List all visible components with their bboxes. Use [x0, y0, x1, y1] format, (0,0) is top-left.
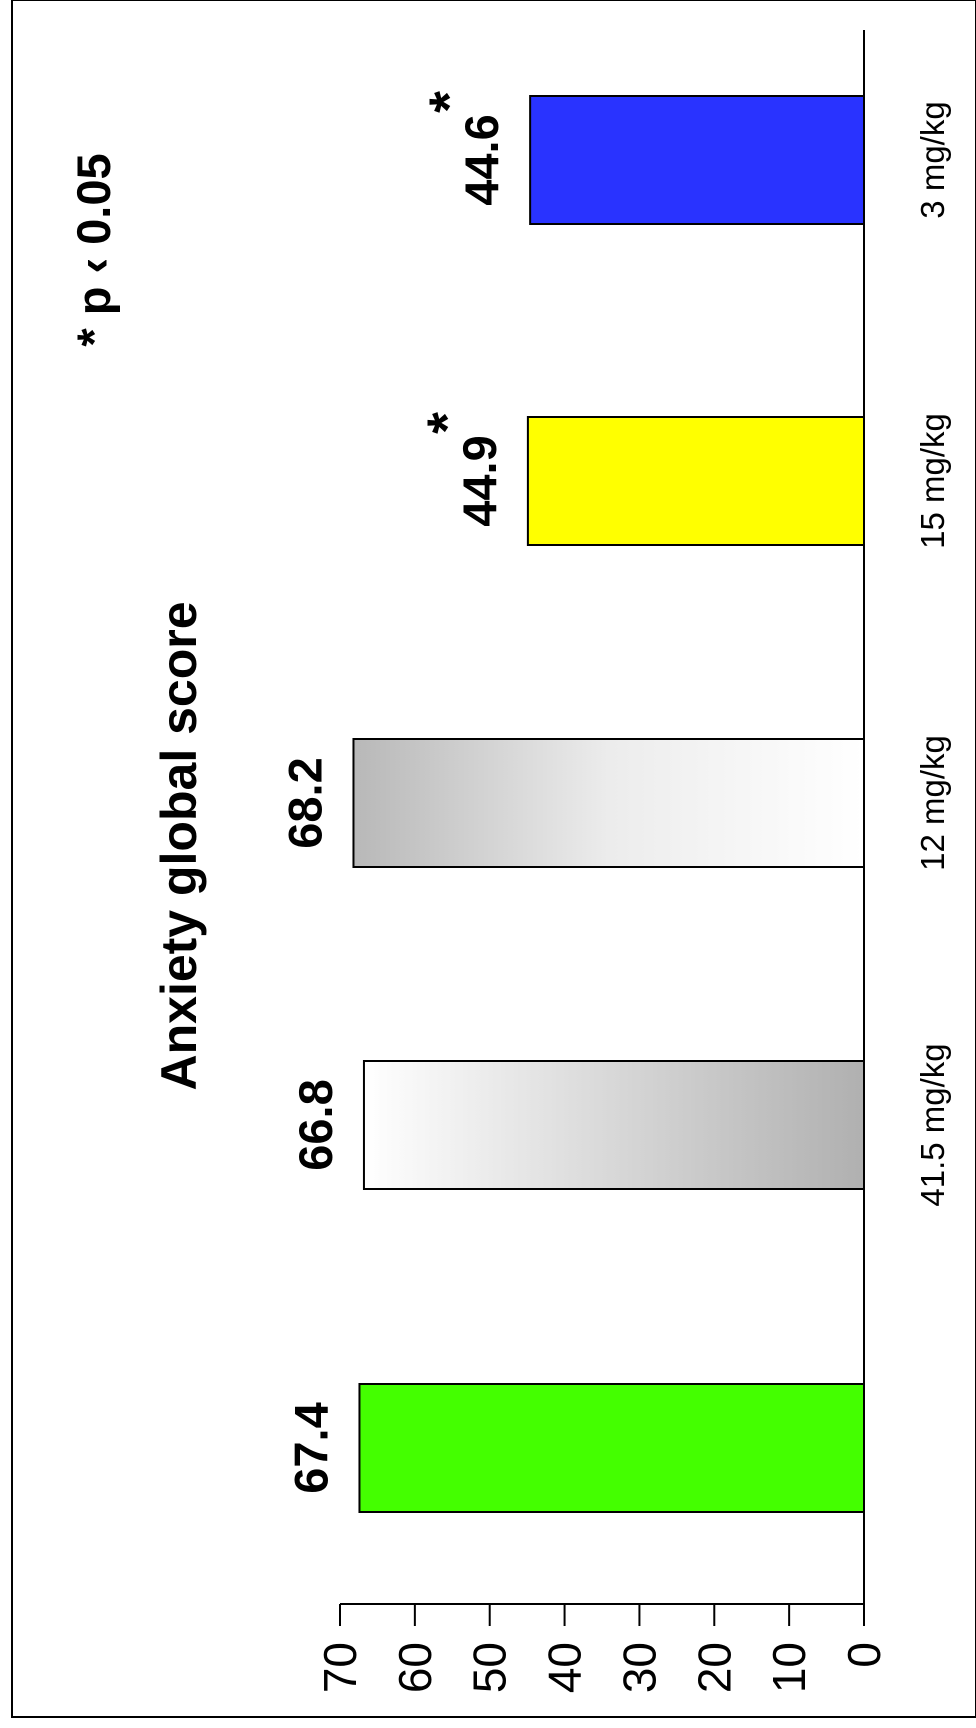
y-tick-label: 60: [389, 1642, 441, 1693]
y-axis-ticks: [339, 1604, 865, 1626]
chart-title: Anxiety global score: [151, 601, 207, 1090]
y-tick-label: 50: [464, 1642, 516, 1693]
bars: [352, 95, 865, 1513]
y-tick-label: 20: [688, 1642, 740, 1693]
data-label: 68.2: [278, 757, 331, 848]
value-labels: 67.4 66.8 68.2 44.9 44.6: [278, 114, 508, 1493]
bar: [526, 416, 865, 546]
bar: [362, 1060, 865, 1190]
bar: [529, 95, 865, 225]
y-tick-label: 40: [539, 1642, 591, 1693]
significance-note: * p ‹ 0.05: [67, 153, 120, 346]
y-tick-label: 30: [613, 1642, 665, 1693]
y-axis-tick-labels: 0 10 20 30 40 50 60 70: [314, 1642, 890, 1693]
category-label: 41.5 mg/kg: [914, 1043, 951, 1206]
significance-markers: **: [415, 91, 480, 434]
y-tick-label: 10: [763, 1642, 815, 1693]
data-label: 44.6: [455, 114, 508, 205]
plot-frame: [11, 0, 976, 1718]
data-label: 66.8: [289, 1079, 342, 1170]
category-label: 12 mg/kg: [914, 735, 951, 871]
significance-marker: *: [417, 91, 480, 113]
category-labels: 41.5 mg/kg 12 mg/kg 15 mg/kg 3 mg/kg: [914, 101, 951, 1206]
significance-marker: *: [415, 412, 478, 434]
category-label: 3 mg/kg: [914, 101, 951, 218]
data-label: 44.9: [453, 435, 506, 526]
bar: [352, 738, 865, 868]
y-tick-label: 0: [838, 1642, 890, 1668]
category-label: 15 mg/kg: [914, 413, 951, 549]
bar: [358, 1383, 865, 1513]
data-label: 67.4: [284, 1402, 337, 1493]
y-tick-label: 70: [314, 1642, 366, 1693]
